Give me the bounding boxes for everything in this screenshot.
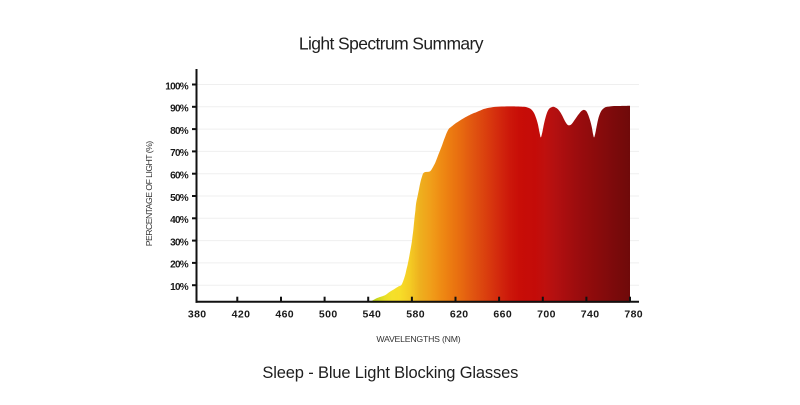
svg-text:780: 780	[624, 308, 643, 320]
svg-text:100%: 100%	[165, 81, 189, 92]
svg-text:Sleep - Blue Light Blocking Gl: Sleep - Blue Light Blocking Glasses	[262, 364, 518, 382]
svg-text:540: 540	[363, 308, 382, 320]
svg-text:90%: 90%	[170, 104, 189, 115]
svg-text:WAVELENGTHS (NM): WAVELENGTHS (NM)	[376, 334, 460, 344]
svg-text:60%: 60%	[170, 171, 189, 182]
svg-text:30%: 30%	[170, 237, 189, 248]
svg-text:20%: 20%	[170, 260, 189, 271]
svg-text:660: 660	[493, 308, 512, 320]
svg-text:700: 700	[537, 308, 556, 320]
svg-text:580: 580	[406, 308, 425, 320]
svg-text:40%: 40%	[170, 215, 189, 226]
svg-text:460: 460	[275, 308, 294, 320]
svg-text:620: 620	[450, 308, 469, 320]
svg-text:80%: 80%	[170, 126, 189, 137]
svg-text:500: 500	[319, 308, 338, 320]
svg-text:740: 740	[581, 308, 600, 320]
svg-text:10%: 10%	[170, 282, 189, 293]
svg-text:50%: 50%	[170, 193, 189, 204]
svg-text:Light Spectrum Summary: Light Spectrum Summary	[299, 34, 484, 54]
svg-text:70%: 70%	[170, 148, 189, 159]
svg-text:380: 380	[188, 308, 207, 320]
svg-text:420: 420	[232, 308, 251, 320]
svg-text:PERCENTAGE OF LIGHT (%): PERCENTAGE OF LIGHT (%)	[144, 141, 154, 246]
